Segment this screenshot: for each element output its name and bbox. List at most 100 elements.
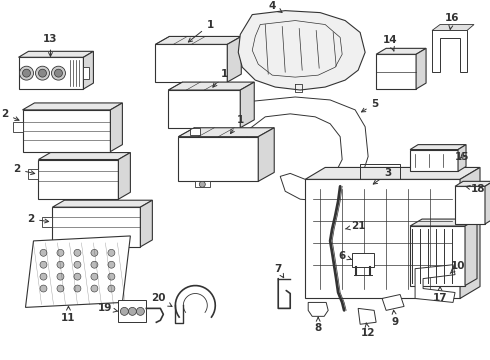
Circle shape — [54, 69, 62, 77]
Text: 2: 2 — [27, 214, 49, 224]
Polygon shape — [410, 226, 465, 285]
Polygon shape — [382, 294, 404, 310]
Polygon shape — [465, 219, 477, 285]
Circle shape — [51, 66, 66, 80]
Circle shape — [74, 285, 81, 292]
Text: 16: 16 — [445, 13, 459, 30]
Text: 19: 19 — [98, 303, 118, 314]
Polygon shape — [19, 51, 94, 57]
Text: 13: 13 — [43, 35, 58, 57]
Circle shape — [91, 261, 98, 268]
Circle shape — [57, 285, 64, 292]
Polygon shape — [39, 153, 130, 159]
Circle shape — [91, 249, 98, 256]
Circle shape — [108, 249, 115, 256]
Circle shape — [40, 285, 47, 292]
Text: 11: 11 — [61, 306, 75, 323]
Polygon shape — [352, 253, 374, 267]
Polygon shape — [155, 36, 241, 44]
Polygon shape — [119, 301, 147, 322]
Text: 14: 14 — [383, 35, 397, 51]
Circle shape — [23, 69, 30, 77]
Text: 10: 10 — [450, 261, 465, 274]
Circle shape — [35, 66, 49, 80]
Polygon shape — [52, 200, 152, 207]
Polygon shape — [410, 150, 458, 171]
Circle shape — [108, 273, 115, 280]
Polygon shape — [155, 44, 227, 82]
Polygon shape — [432, 31, 467, 72]
Text: 5: 5 — [362, 99, 379, 112]
Circle shape — [40, 273, 47, 280]
Text: 4: 4 — [269, 1, 282, 12]
Text: 17: 17 — [433, 287, 447, 303]
Circle shape — [57, 273, 64, 280]
Text: 21: 21 — [345, 221, 366, 231]
Polygon shape — [25, 236, 130, 307]
Polygon shape — [235, 97, 368, 201]
Polygon shape — [458, 145, 466, 171]
Text: 9: 9 — [392, 310, 399, 327]
Text: 2: 2 — [13, 165, 35, 175]
Text: 7: 7 — [274, 264, 284, 278]
Text: 1: 1 — [230, 115, 244, 134]
Polygon shape — [410, 219, 477, 226]
Polygon shape — [169, 90, 240, 128]
Polygon shape — [358, 309, 376, 324]
Text: 15: 15 — [455, 152, 469, 162]
Polygon shape — [190, 128, 200, 135]
Polygon shape — [308, 302, 328, 316]
Circle shape — [136, 307, 145, 315]
Polygon shape — [240, 82, 254, 128]
Circle shape — [199, 181, 205, 187]
Circle shape — [91, 285, 98, 292]
Circle shape — [108, 285, 115, 292]
Circle shape — [108, 261, 115, 268]
Polygon shape — [83, 51, 94, 89]
Text: 1: 1 — [188, 19, 214, 42]
Polygon shape — [416, 48, 426, 89]
Polygon shape — [178, 137, 258, 181]
Circle shape — [40, 249, 47, 256]
Polygon shape — [415, 265, 455, 302]
Polygon shape — [305, 167, 480, 179]
Polygon shape — [410, 145, 466, 150]
Polygon shape — [227, 36, 241, 82]
Text: 20: 20 — [151, 293, 172, 306]
Polygon shape — [83, 67, 90, 79]
Polygon shape — [432, 24, 474, 31]
Polygon shape — [305, 179, 460, 298]
Text: 6: 6 — [339, 251, 351, 261]
Polygon shape — [43, 217, 52, 227]
Circle shape — [128, 307, 136, 315]
Polygon shape — [52, 207, 140, 247]
Text: 2: 2 — [1, 109, 19, 121]
Text: 8: 8 — [315, 317, 322, 333]
Polygon shape — [455, 181, 490, 186]
Polygon shape — [460, 167, 480, 298]
Text: 1: 1 — [213, 69, 228, 87]
Circle shape — [91, 273, 98, 280]
Polygon shape — [485, 181, 490, 224]
Circle shape — [121, 307, 128, 315]
Circle shape — [20, 66, 33, 80]
Polygon shape — [19, 57, 83, 89]
Circle shape — [74, 249, 81, 256]
Polygon shape — [196, 181, 210, 187]
Polygon shape — [140, 200, 152, 247]
Polygon shape — [39, 159, 119, 199]
Polygon shape — [23, 110, 110, 152]
Text: 12: 12 — [361, 323, 375, 338]
Polygon shape — [178, 128, 274, 137]
Polygon shape — [376, 48, 426, 54]
Polygon shape — [376, 54, 416, 89]
Circle shape — [39, 69, 47, 77]
Polygon shape — [169, 82, 254, 90]
Circle shape — [57, 261, 64, 268]
Circle shape — [40, 261, 47, 268]
Text: 18: 18 — [466, 184, 485, 194]
Polygon shape — [258, 128, 274, 181]
Circle shape — [74, 261, 81, 268]
Polygon shape — [110, 103, 122, 152]
Text: 3: 3 — [373, 168, 392, 184]
